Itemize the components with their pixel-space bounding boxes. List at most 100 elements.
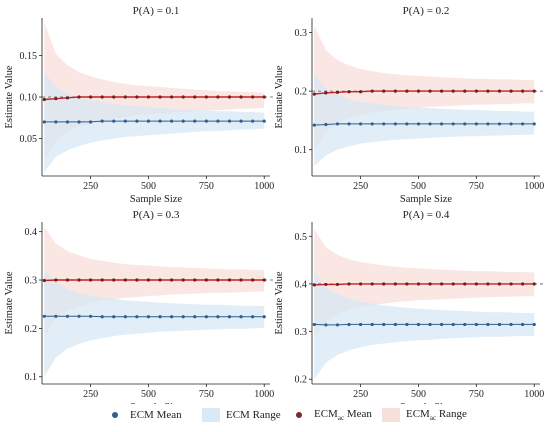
ecm-mean-point (312, 322, 316, 327)
ecm-mean-point (393, 122, 397, 126)
ecm-mean-point (216, 315, 220, 319)
ecmac-mean-point (89, 95, 93, 99)
legend-item-ecm-mean: ECM Mean (104, 404, 182, 426)
ecmac-mean-point (251, 95, 255, 99)
ecm-mean-point (463, 122, 467, 126)
ecmac-mean-point (405, 89, 409, 93)
ecmac-mean-point (193, 278, 197, 282)
ecmac-mean-point (54, 97, 58, 101)
legend-label-ecmac-mean: ECMac Mean (314, 407, 372, 423)
ecm-mean-point (393, 322, 397, 327)
ecm-range-band (44, 270, 265, 377)
ecmac-mean-point (463, 282, 467, 286)
ecmac-mean-point (440, 282, 444, 286)
ecm-mean-point (416, 122, 421, 126)
ecmac-range-band (44, 226, 265, 336)
ecmac-mean-point (532, 89, 536, 93)
x-tick-label: 250 (83, 181, 98, 192)
y-tick-label: 0.15 (20, 51, 38, 62)
panel-title: P(A) = 0.4 (403, 209, 450, 221)
ecm-mean-point (170, 119, 174, 123)
legend-item-ecmac-mean: ECMac Mean (288, 404, 372, 426)
ecmac-mean-point (405, 282, 409, 286)
ecmac-mean-point (451, 89, 455, 93)
x-tick-label: 1000 (254, 389, 274, 400)
ecm-range-band (314, 272, 535, 380)
legend-key-ecmac-range (380, 408, 402, 422)
ecmac-mean-point (65, 96, 70, 100)
x-tick-label: 750 (469, 389, 484, 400)
ecm-mean-point (135, 119, 139, 123)
ecm-mean-point (77, 120, 81, 124)
ecm-mean-point (474, 122, 478, 126)
ecmac-mean-point (193, 95, 197, 99)
ecm-mean-point (521, 322, 525, 327)
ecm-mean-point (359, 122, 363, 126)
ecm-mean-point (405, 122, 409, 126)
legend-key-ecmac-mean (288, 408, 310, 422)
ecmac-mean-point (181, 95, 185, 99)
y-tick-label: 0.1 (25, 372, 38, 383)
y-axis-label: Estimate Value (274, 271, 285, 334)
legend-key-ecm-mean (104, 408, 126, 422)
ecmac-mean-point (89, 278, 93, 282)
ecmac-mean-point (227, 95, 232, 99)
ecmac-mean-line (44, 279, 265, 282)
ecm-mean-point (405, 322, 409, 327)
ecmac-mean-point (135, 278, 139, 282)
ecmac-mean-point (204, 95, 208, 99)
ecmac-mean-point (170, 95, 174, 99)
x-axis-label: Sample Size (130, 402, 183, 404)
ecm-mean-point (324, 122, 328, 127)
ecmac-mean-point (451, 282, 455, 286)
ecmac-mean-point (474, 89, 478, 93)
ecm-mean-point (370, 122, 374, 126)
ecmac-mean-point (393, 89, 397, 93)
legend-item-ecm-range: ECM Range (200, 404, 281, 426)
y-tick-label: 0.1 (295, 145, 308, 156)
ecm-mean-point (112, 315, 116, 319)
ecmac-mean-point (216, 95, 220, 99)
ecm-mean-point (497, 122, 502, 126)
ecmac-mean-point (428, 89, 432, 93)
ecmac-mean-point (158, 278, 162, 282)
ecmac-mean-point (382, 282, 386, 286)
ecm-mean-point (89, 120, 93, 124)
ecm-mean-point (451, 122, 455, 126)
x-tick-label: 250 (353, 181, 368, 192)
ecm-mean-point (100, 119, 104, 123)
x-axis-label: Sample Size (400, 402, 453, 404)
panel-3: P(A) = 0.3 250 500 750 1000 0.1 0.2 0.3 0.4 Sampl… (4, 209, 274, 404)
ecm-mean-point (239, 119, 243, 123)
ecmac-mean-point (347, 90, 351, 94)
ecm-mean-point (170, 315, 174, 319)
ecmac-mean-point (239, 95, 243, 99)
ecmac-mean-point (262, 95, 266, 99)
ecmac-mean-point (359, 90, 363, 94)
ecmac-mean-point (393, 282, 397, 286)
ecmac-mean-point (532, 282, 536, 286)
ecm-mean-point (532, 122, 536, 126)
ecm-mean-point (416, 322, 421, 327)
y-tick-label: 0.3 (295, 327, 308, 338)
ecm-mean-point (146, 119, 151, 123)
ecm-mean-point (227, 119, 232, 123)
x-tick-label: 250 (83, 389, 98, 400)
ecm-mean-point (181, 119, 185, 123)
ecm-mean-point (347, 322, 351, 327)
panel-4: P(A) = 0.4 250 500 750 1000 0.2 0.3 0.4 0.5 Sampl… (274, 209, 544, 404)
ecm-mean-point (239, 315, 243, 319)
figure: P(A) = 0.1 250 500 750 1000 0.05 0.10 0.15 Sampl… (4, 5, 544, 404)
ecm-mean-point (204, 119, 208, 123)
ecmac-mean-point (170, 278, 174, 282)
ecmac-mean-point (42, 278, 46, 283)
ecm-range-band (44, 72, 265, 172)
ecm-mean-point (382, 322, 386, 327)
ecmac-mean-point (521, 282, 525, 286)
ecmac-mean-point (335, 282, 340, 287)
ecmac-mean-point (146, 95, 151, 99)
x-tick-label: 250 (353, 389, 368, 400)
ecm-mean-line (314, 323, 535, 326)
ecmac-mean-point (312, 92, 316, 96)
ecmac-mean-point (324, 91, 328, 95)
